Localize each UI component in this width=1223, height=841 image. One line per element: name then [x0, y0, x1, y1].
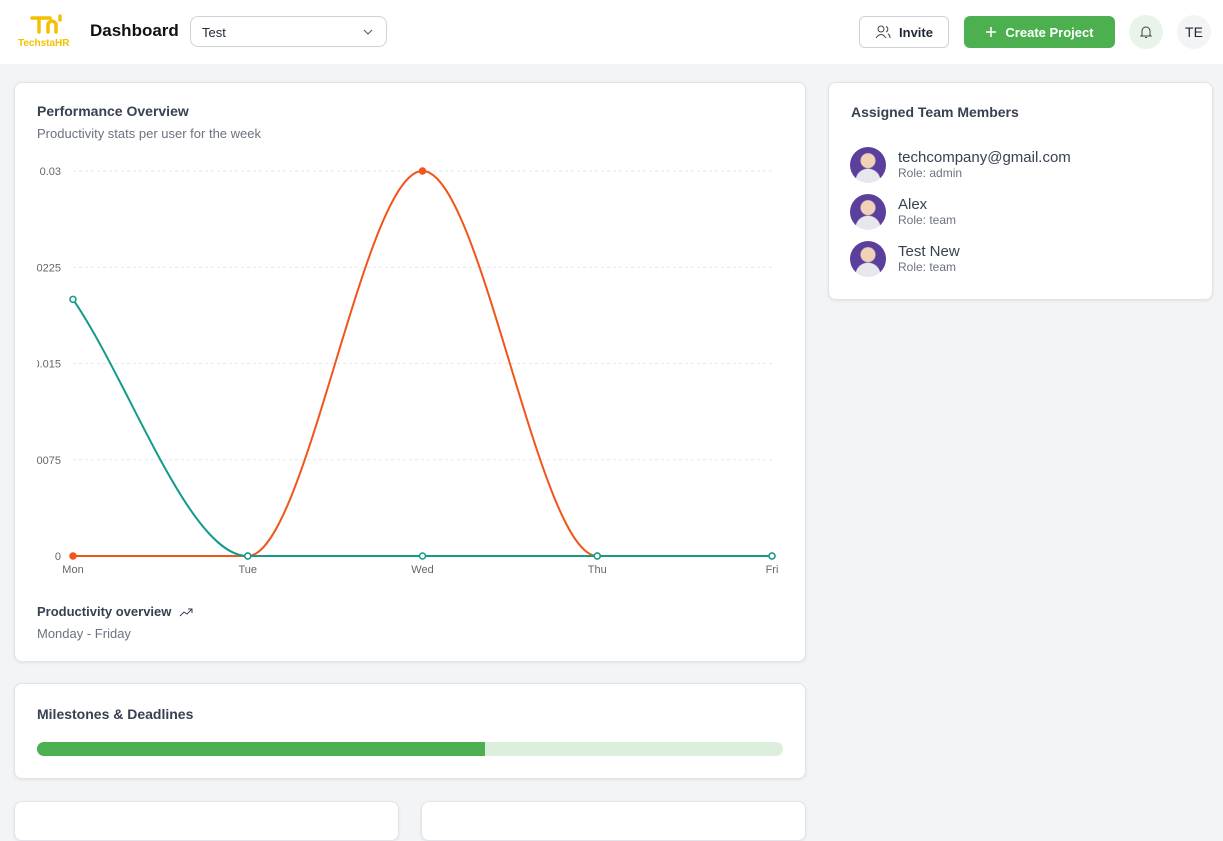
member-info: Alex Role: team [898, 196, 956, 227]
users-icon [875, 25, 891, 39]
member-info: techcompany@gmail.com Role: admin [898, 149, 1071, 180]
plus-icon [986, 27, 997, 37]
bottom-card [421, 801, 806, 841]
footer-title: Productivity overview [37, 604, 172, 619]
point [768, 552, 776, 560]
member-name: Alex [898, 196, 928, 213]
header: TechstaHR Dashboard Test Invite Create P… [0, 0, 1223, 64]
select-value: Test [202, 25, 226, 40]
member-name: techcompany@gmail.com [898, 149, 1071, 166]
point [69, 552, 77, 560]
bottom-card [14, 801, 399, 841]
notification-button[interactable] [1129, 15, 1163, 49]
logo-text: TechstaHR [18, 38, 70, 49]
invite-label: Invite [899, 24, 933, 40]
member-list: techcompany@gmail.com Role: admin Alex Role… [850, 141, 1071, 282]
member: Alex Role: team [850, 188, 1071, 235]
x-tick-label: Mon [62, 564, 83, 576]
progress-track [37, 742, 783, 756]
point [69, 295, 77, 304]
y-tick-label: 0 [55, 551, 61, 563]
bell-icon [1140, 26, 1152, 38]
y-tick-label: 0.0225 [37, 262, 61, 274]
x-tick-label: Tue [238, 564, 257, 576]
point [593, 552, 601, 560]
milestones-title: Milestones & Deadlines [37, 706, 194, 722]
chart: 0 0.0075 0.015 0.0225 0.03 Mon Tue Wed Thu Fri [37, 166, 779, 576]
y-tick-label: 0.03 [40, 166, 61, 178]
member-role: Role: team [898, 260, 957, 274]
member-info: Test New Role: team [898, 243, 960, 274]
trend-icon [180, 608, 193, 616]
milestones-card: Milestones & Deadlines [14, 683, 806, 779]
chart-footer: Productivity overview [37, 604, 193, 619]
create-project-button[interactable]: Create Project [964, 16, 1115, 48]
footer-subtitle: Monday - Friday [37, 626, 131, 641]
y-tick-label: 0.015 [37, 359, 61, 371]
logo-icon [30, 14, 62, 34]
progress-fill [37, 742, 485, 756]
y-tick-label: 0.0075 [37, 455, 61, 467]
create-label: Create Project [1005, 24, 1094, 40]
x-tick-label: Thu [588, 564, 607, 576]
member-avatar [850, 193, 886, 230]
point [418, 167, 427, 175]
member-role: Role: admin [898, 166, 963, 180]
point [244, 552, 252, 560]
page-title: Dashboard [90, 21, 179, 40]
member-role: Role: team [898, 213, 957, 227]
team-title: Assigned Team Members [851, 104, 1019, 120]
invite-button[interactable]: Invite [859, 16, 949, 48]
line [72, 298, 772, 558]
member-name: Test New [898, 243, 960, 260]
user-avatar[interactable]: TE [1177, 15, 1211, 49]
member-avatar [850, 240, 886, 277]
member-avatar [850, 146, 886, 183]
performance-card: Performance Overview Productivity stats … [14, 82, 806, 662]
member: Test New Role: team [850, 235, 1071, 282]
x-tick-label: Wed [411, 564, 433, 576]
member: techcompany@gmail.com Role: admin [850, 141, 1071, 188]
chart-title: Performance Overview [37, 103, 189, 119]
project-select[interactable]: Test [190, 16, 387, 47]
point [418, 552, 427, 560]
team-card: Assigned Team Members techcompany@gmail.… [828, 82, 1213, 300]
chevron [363, 29, 373, 35]
x-tick-label: Fri [766, 564, 779, 576]
chart-subtitle: Productivity stats per user for the week [37, 126, 261, 141]
